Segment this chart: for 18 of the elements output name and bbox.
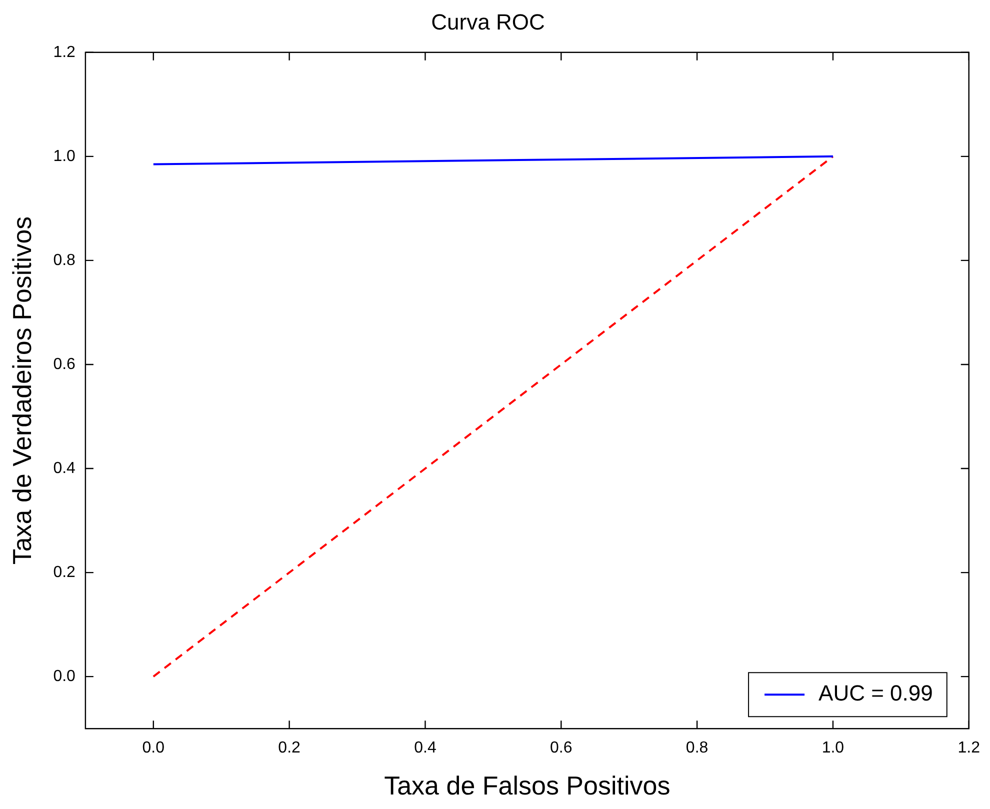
x-tick-label: 0.4 [414, 740, 436, 757]
y-tick-label: 0.0 [53, 668, 76, 685]
y-tick-label: 1.2 [53, 44, 76, 61]
y-tick-label: 0.4 [53, 460, 76, 477]
y-axis-title: Taxa de Verdadeiros Positivos [6, 216, 37, 565]
x-tick-label: 0.8 [686, 740, 708, 757]
x-tick-label: 0.6 [550, 740, 572, 757]
x-tick-label: 1.0 [822, 740, 844, 757]
y-tick-label: 0.8 [53, 252, 76, 269]
legend-label: AUC = 0.99 [818, 680, 933, 706]
x-axis-title: Taxa de Falsos Positivos [384, 770, 670, 801]
chart-title: Curva ROC [431, 9, 545, 34]
y-tick-label: 0.6 [53, 356, 76, 373]
y-tick-label: 0.2 [53, 564, 76, 581]
y-tick-label: 1.0 [53, 148, 76, 165]
x-tick-label: 1.2 [958, 740, 980, 757]
x-tick-label: 0.2 [278, 740, 301, 757]
x-tick-label: 0.0 [142, 740, 165, 757]
